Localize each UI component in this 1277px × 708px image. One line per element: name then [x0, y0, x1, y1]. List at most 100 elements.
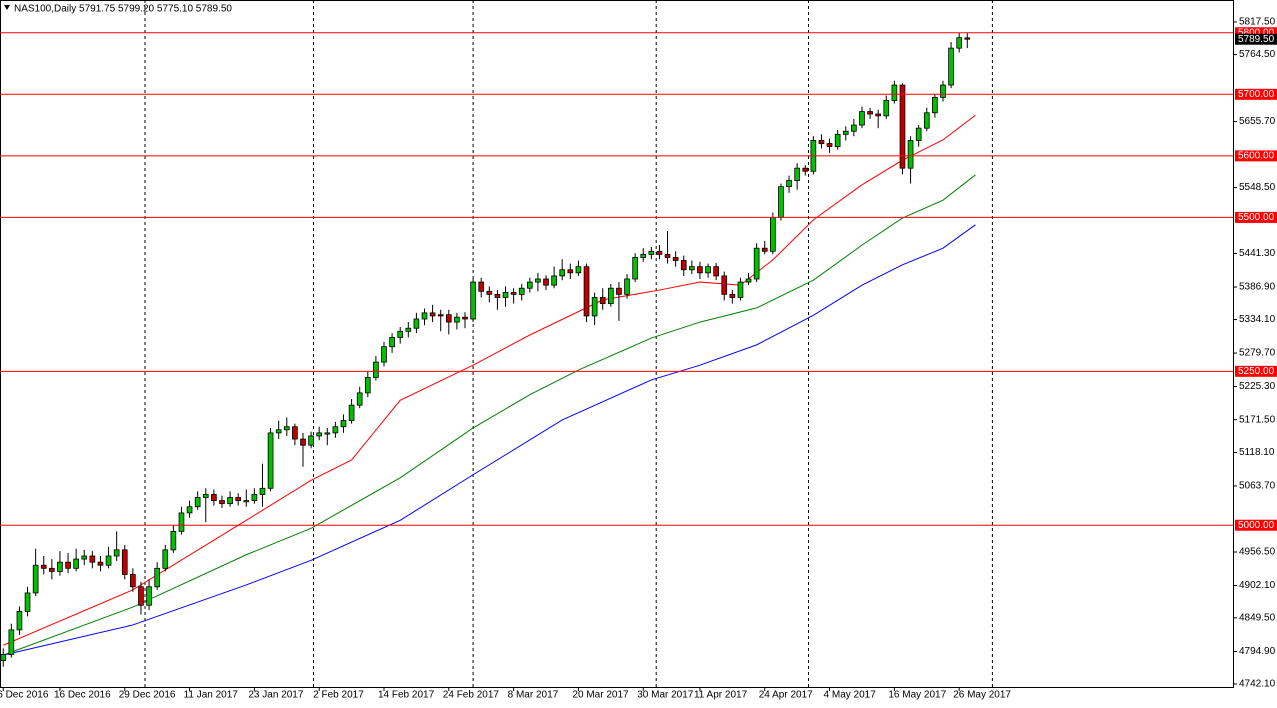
candle-body — [97, 561, 104, 566]
candle-body — [624, 278, 630, 295]
candle-body — [389, 337, 395, 348]
candle-body — [956, 37, 963, 49]
candle-body — [535, 278, 541, 283]
candle-body — [502, 292, 509, 298]
x-tick-label: 30 Mar 2017 — [637, 690, 694, 701]
candle-body — [656, 250, 663, 255]
candle-body — [413, 318, 420, 329]
candle-body — [162, 549, 169, 569]
candle-body — [324, 432, 331, 435]
candle-body — [105, 555, 112, 566]
x-tick-label: 24 Apr 2017 — [759, 690, 813, 701]
candle-body — [753, 247, 760, 280]
candle-body — [648, 250, 655, 255]
candle-body — [49, 567, 55, 572]
y-tick-label: 5548.50 — [1239, 182, 1276, 193]
candle-body — [932, 96, 938, 114]
y-tick-label: 5386.90 — [1239, 282, 1276, 293]
candle-body — [680, 260, 687, 271]
y-tick-label: 4742.10 — [1239, 679, 1276, 690]
candle-body — [65, 561, 71, 569]
candle-body — [445, 314, 452, 323]
candle-body — [834, 133, 841, 148]
candle-body — [899, 84, 906, 169]
candle-body — [826, 143, 833, 148]
candle-body — [364, 377, 371, 394]
candle-body — [16, 611, 23, 631]
candle-body — [915, 127, 922, 141]
candle-body — [24, 592, 31, 612]
candle-body — [421, 312, 428, 320]
y-tick-label: 5063.70 — [1239, 481, 1276, 492]
candle-body — [57, 561, 63, 572]
x-tick-label: 20 Mar 2017 — [572, 690, 629, 701]
level-label-box — [1235, 365, 1277, 377]
candle-body — [202, 494, 209, 498]
title-icon — [4, 5, 10, 10]
candle-body — [8, 629, 15, 655]
candle-body — [859, 111, 865, 126]
candle-body — [559, 269, 566, 277]
candle-body — [543, 278, 549, 286]
last-price-label: 5789.50 — [1238, 34, 1275, 45]
y-tick-label: 5279.70 — [1239, 348, 1276, 359]
candle-body — [510, 292, 517, 295]
level-label-box — [1235, 211, 1277, 223]
candle-body — [778, 186, 784, 218]
candle-body — [154, 567, 160, 588]
candle-body — [462, 316, 468, 320]
candle-body — [89, 555, 96, 563]
candle-body — [802, 167, 809, 172]
level-label: 5250.00 — [1238, 366, 1275, 377]
candle-body — [300, 438, 306, 446]
candle-body — [373, 361, 379, 378]
x-tick-label: 2 Feb 2017 — [313, 690, 364, 701]
candle-body — [340, 420, 347, 428]
candle-body — [381, 346, 387, 363]
x-tick-label: 11 Jan 2017 — [184, 690, 239, 701]
candle-body — [0, 654, 7, 662]
candle-body — [567, 269, 574, 274]
candle-body — [851, 124, 857, 132]
candle-body — [948, 47, 954, 86]
candle-body — [219, 500, 225, 505]
candle-body — [770, 217, 776, 252]
candle-body — [138, 586, 144, 606]
y-tick-label: 5225.30 — [1239, 381, 1276, 392]
x-tick-label: 6 Dec 2016 — [0, 690, 49, 701]
x-tick-label: 4 May 2017 — [824, 690, 877, 701]
candle-body — [437, 314, 444, 317]
candle-body — [405, 327, 412, 332]
candle-body — [130, 574, 136, 588]
candle-body — [640, 253, 647, 258]
y-tick-label: 4849.50 — [1239, 613, 1276, 624]
candle-body — [32, 564, 39, 594]
candle-body — [599, 297, 606, 305]
candle-body — [607, 287, 614, 305]
candle-body — [235, 497, 242, 501]
plot-frame — [0, 0, 1234, 688]
candle-body — [170, 530, 177, 551]
candle-body — [73, 558, 79, 569]
candle-body — [891, 84, 898, 101]
candle-body — [737, 281, 744, 298]
candle-body — [332, 426, 339, 434]
candle-body — [664, 253, 671, 258]
candle-body — [308, 435, 314, 446]
level-label: 5700.00 — [1238, 89, 1275, 100]
candle-body — [470, 281, 476, 320]
candle-body — [551, 275, 557, 286]
candle-body — [348, 404, 355, 421]
x-tick-label: 26 May 2017 — [953, 690, 1011, 701]
candle-body — [818, 140, 825, 144]
y-tick-label: 5441.30 — [1239, 248, 1276, 259]
candle-body — [275, 429, 282, 434]
y-tick-label: 5118.10 — [1239, 447, 1275, 458]
y-tick-label: 4956.50 — [1239, 547, 1276, 558]
level-label-box — [1235, 519, 1277, 531]
candle-body — [713, 266, 719, 277]
candle-body — [227, 497, 233, 505]
candle-body — [283, 426, 290, 431]
candle-body — [729, 293, 736, 298]
candle-body — [40, 564, 47, 569]
